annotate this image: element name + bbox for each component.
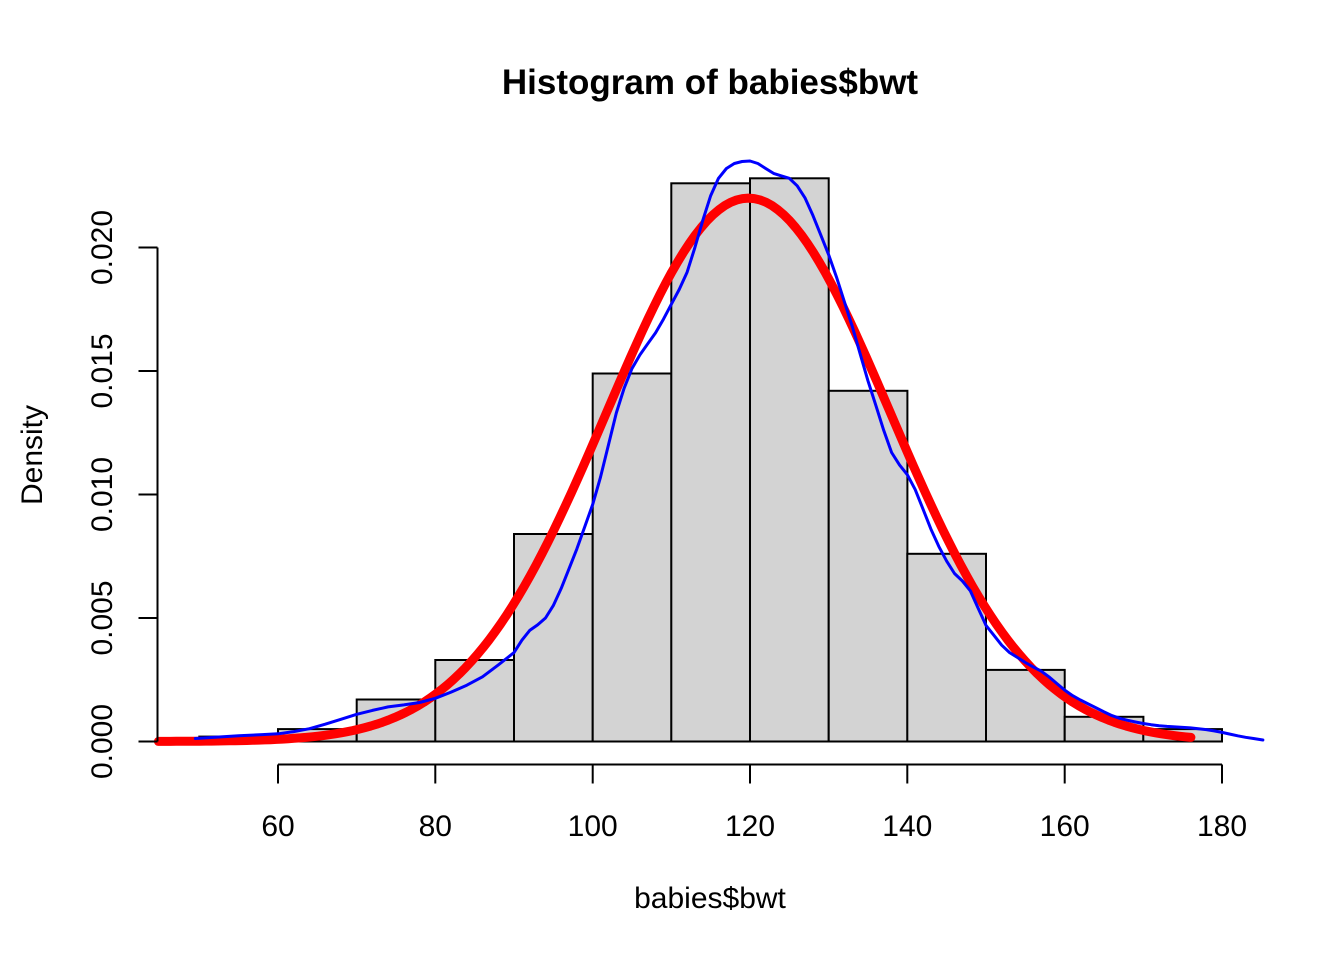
overlay-curves	[153, 159, 1265, 746]
density-curve	[193, 159, 1265, 742]
x-axis-title: babies$bwt	[634, 882, 786, 915]
x-tick-label: 80	[419, 810, 452, 843]
y-tick-label: 0.005	[86, 580, 119, 655]
x-tick-label: 140	[882, 810, 932, 843]
x-axis: 60 80 100 120 140 160 180	[261, 763, 1247, 843]
plot-title: Histogram of babies$bwt	[502, 63, 919, 102]
x-tick-label: 120	[725, 810, 775, 843]
x-tick-label: 60	[261, 810, 294, 843]
normal-curve	[153, 193, 1196, 746]
histogram-bar	[513, 533, 594, 743]
histogram-bar	[670, 182, 751, 743]
y-axis-title: Density	[16, 405, 49, 505]
histogram-bar	[827, 389, 909, 743]
x-tick-label: 100	[568, 810, 618, 843]
y-axis: 0.000 0.005 0.010 0.015 0.020	[86, 210, 159, 779]
histogram-bar	[591, 372, 673, 743]
histogram-bars	[198, 177, 1224, 743]
y-tick-label: 0.000	[86, 704, 119, 779]
x-tick-label: 180	[1197, 810, 1247, 843]
y-tick-label: 0.015	[86, 333, 119, 408]
y-tick-label: 0.020	[86, 210, 119, 285]
x-tick-label: 160	[1040, 810, 1090, 843]
histogram-bar	[434, 659, 515, 743]
y-tick-label: 0.010	[86, 457, 119, 532]
